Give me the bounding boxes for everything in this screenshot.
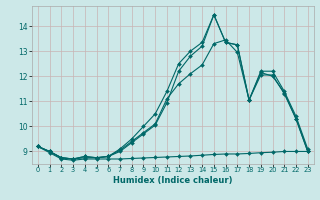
X-axis label: Humidex (Indice chaleur): Humidex (Indice chaleur)	[113, 176, 233, 185]
